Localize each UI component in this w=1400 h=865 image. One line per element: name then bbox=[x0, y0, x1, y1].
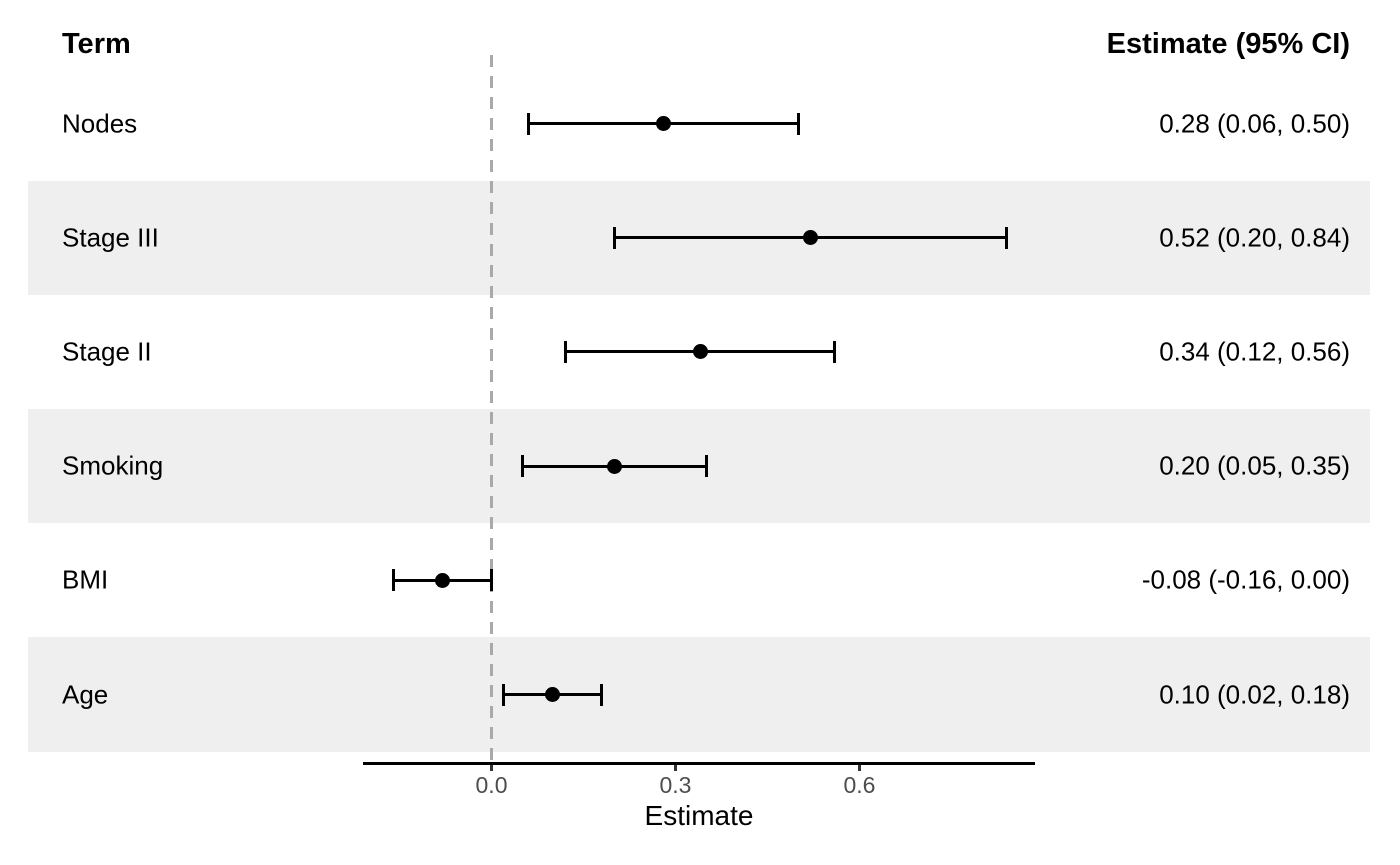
estimate-value: 0.20 (0.05, 0.35) bbox=[1159, 450, 1350, 481]
estimate-value: 0.34 (0.12, 0.56) bbox=[1159, 336, 1350, 367]
estimate-value: 0.28 (0.06, 0.50) bbox=[1159, 108, 1350, 138]
estimate-point bbox=[545, 687, 561, 702]
x-axis-title: Estimate bbox=[644, 800, 754, 831]
ci-cap-low bbox=[391, 569, 395, 592]
estimate-column-header: Estimate (95% CI) bbox=[1106, 28, 1350, 60]
x-axis-tick bbox=[490, 764, 493, 771]
x-axis-line bbox=[363, 761, 1035, 765]
estimate-point bbox=[655, 116, 671, 131]
estimate-point bbox=[692, 344, 708, 360]
ci-cap-high bbox=[600, 683, 604, 706]
ci-cap-high bbox=[704, 455, 708, 478]
x-tick-label: 0.0 bbox=[475, 772, 508, 798]
x-tick-label: 0.3 bbox=[659, 772, 692, 798]
x-tick-label: 0.6 bbox=[843, 772, 876, 798]
row-stripe bbox=[28, 637, 1370, 752]
zero-reference-line bbox=[490, 55, 493, 763]
ci-cap-low bbox=[526, 112, 530, 135]
ci-cap-low bbox=[502, 683, 506, 706]
x-axis-tick bbox=[673, 764, 677, 771]
term-label: Stage II bbox=[62, 336, 152, 367]
estimate-point bbox=[802, 230, 818, 246]
ci-cap-high bbox=[796, 112, 800, 135]
term-label: Stage III bbox=[62, 222, 159, 253]
ci-cap-high bbox=[1005, 226, 1009, 249]
estimate-point bbox=[606, 458, 622, 474]
estimate-value: 0.10 (0.02, 0.18) bbox=[1159, 679, 1350, 709]
ci-cap-low bbox=[563, 340, 567, 363]
estimate-value: -0.08 (-0.16, 0.00) bbox=[1141, 564, 1350, 595]
x-axis-tick bbox=[857, 764, 861, 771]
ci-cap-low bbox=[612, 226, 616, 249]
ci-cap-low bbox=[520, 455, 524, 478]
estimate-value: 0.52 (0.20, 0.84) bbox=[1159, 222, 1350, 253]
term-label: Nodes bbox=[62, 108, 138, 138]
ci-cap-high bbox=[490, 569, 493, 592]
term-column-header: Term bbox=[62, 28, 131, 60]
term-label: BMI bbox=[62, 564, 109, 595]
estimate-point bbox=[434, 572, 450, 588]
term-label: Age bbox=[62, 679, 109, 709]
ci-cap-high bbox=[833, 340, 837, 363]
term-label: Smoking bbox=[62, 450, 164, 481]
